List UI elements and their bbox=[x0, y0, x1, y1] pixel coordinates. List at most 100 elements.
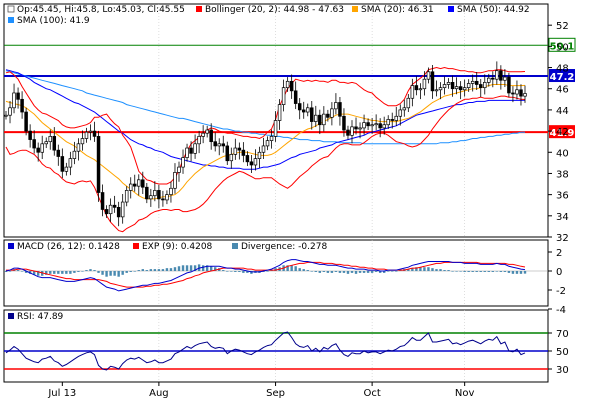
candle-body bbox=[410, 85, 415, 99]
candle-body bbox=[225, 145, 230, 162]
x-tick-label: Aug bbox=[149, 388, 169, 399]
y-tick-label: 42 bbox=[556, 127, 569, 138]
divergence-bar bbox=[24, 271, 28, 273]
divergence-bar bbox=[463, 271, 466, 272]
candle-body bbox=[52, 136, 57, 151]
divergence-bar bbox=[354, 271, 358, 274]
divergence-bar bbox=[519, 271, 523, 274]
divergence-bar bbox=[423, 267, 426, 271]
divergence-bar bbox=[238, 271, 241, 272]
divergence-bar bbox=[475, 271, 478, 272]
divergence-bar bbox=[81, 271, 84, 272]
divergence-bar bbox=[507, 271, 511, 273]
divergence-bar bbox=[234, 271, 237, 272]
candle-body bbox=[64, 166, 69, 172]
candle-body bbox=[390, 119, 394, 121]
divergence-bar bbox=[113, 271, 116, 276]
y-tick-label: 2 bbox=[556, 248, 562, 259]
rsi-vertical-grid bbox=[158, 310, 465, 382]
divergence-bar bbox=[45, 271, 48, 275]
candle-body bbox=[487, 77, 491, 83]
y-tick-label: 34 bbox=[556, 212, 569, 223]
candle-body bbox=[153, 190, 157, 197]
y-tick-label: 52 bbox=[556, 21, 569, 32]
divergence-bar bbox=[455, 271, 458, 272]
divergence-bar bbox=[133, 271, 136, 272]
divergence-bar bbox=[439, 269, 442, 271]
macd-vertical-grid bbox=[158, 240, 465, 306]
candle-body bbox=[382, 124, 386, 129]
candle-body bbox=[68, 158, 73, 168]
candle-body bbox=[245, 155, 250, 163]
legend-ohlc: Op:45.45, Hi:45.8, Lo:45.03, Cl:45.55 bbox=[17, 5, 185, 15]
divergence-bar bbox=[366, 271, 370, 273]
divergence-bar bbox=[511, 271, 515, 274]
candle-body bbox=[28, 130, 32, 140]
candle-body bbox=[386, 119, 390, 126]
candle-body bbox=[237, 147, 242, 151]
candle-body bbox=[503, 76, 507, 81]
divergence-bar bbox=[53, 271, 56, 274]
candle-body bbox=[442, 84, 447, 89]
candle-body bbox=[197, 136, 201, 145]
divergence-bar bbox=[157, 269, 161, 271]
candle-body bbox=[281, 87, 286, 105]
candle-body bbox=[104, 209, 109, 215]
candle-body bbox=[149, 195, 153, 200]
divergence-bar bbox=[274, 268, 277, 271]
divergence-bar bbox=[209, 266, 213, 271]
divergence-bar bbox=[117, 271, 120, 277]
candle-body bbox=[370, 124, 374, 127]
legend-swatch-sma100 bbox=[8, 17, 14, 23]
candle-body bbox=[60, 156, 65, 172]
divergence-bar bbox=[32, 271, 36, 275]
divergence-bar bbox=[65, 271, 68, 274]
divergence-bar bbox=[459, 271, 462, 272]
divergence-bar bbox=[374, 271, 378, 272]
divergence-bar bbox=[193, 265, 197, 271]
rsi-y-ticks: 30 50 70 bbox=[548, 329, 569, 376]
candle-body bbox=[511, 92, 515, 95]
divergence-bar bbox=[471, 271, 474, 272]
candle-body bbox=[350, 126, 354, 136]
divergence-bar bbox=[177, 266, 181, 271]
y-tick-label: -2 bbox=[556, 286, 566, 297]
y-tick-label: 50 bbox=[556, 42, 569, 53]
candle-body bbox=[108, 204, 113, 215]
legend-macd: MACD (26, 12): 0.1428 bbox=[17, 242, 120, 252]
divergence-bar bbox=[266, 271, 269, 272]
price-y-ticks: 32 34 36 38 40 42 44 46 48 50 52 bbox=[548, 21, 569, 244]
candle-body bbox=[261, 145, 266, 153]
divergence-bar bbox=[69, 271, 72, 274]
y-tick-label: 38 bbox=[556, 169, 569, 180]
candle-body bbox=[233, 147, 238, 155]
candle-body bbox=[462, 87, 467, 91]
macd-y-ticks: -4 -2 0 2 bbox=[548, 248, 566, 316]
legend-swatch-sma20 bbox=[352, 6, 358, 12]
divergence-bar bbox=[226, 271, 229, 272]
candle-body bbox=[434, 89, 439, 92]
candle-body bbox=[318, 114, 322, 126]
divergence-bar bbox=[77, 271, 80, 272]
divergence-bar bbox=[20, 271, 24, 272]
candle-body bbox=[157, 190, 161, 200]
candle-body bbox=[120, 201, 125, 218]
divergence-bar bbox=[125, 271, 128, 273]
legend-sma100: SMA (100): 41.9 bbox=[17, 16, 90, 26]
candle-body bbox=[458, 86, 463, 91]
macd-line bbox=[5, 259, 526, 292]
divergence-bar bbox=[189, 265, 193, 271]
macd-lines bbox=[5, 259, 526, 292]
legend-swatch-bollinger bbox=[196, 6, 202, 12]
legend-swatch-macd bbox=[8, 243, 14, 249]
candle-body bbox=[285, 80, 290, 89]
sma20-line bbox=[5, 84, 526, 200]
y-tick-label: 50 bbox=[556, 347, 569, 358]
level-label-box bbox=[548, 37, 576, 52]
bollinger-upper-line bbox=[5, 66, 526, 185]
candle-body bbox=[478, 84, 483, 89]
candle-body bbox=[44, 141, 48, 145]
divergence-bar bbox=[222, 270, 225, 271]
legend-exp: EXP (9): 0.4208 bbox=[142, 242, 213, 252]
